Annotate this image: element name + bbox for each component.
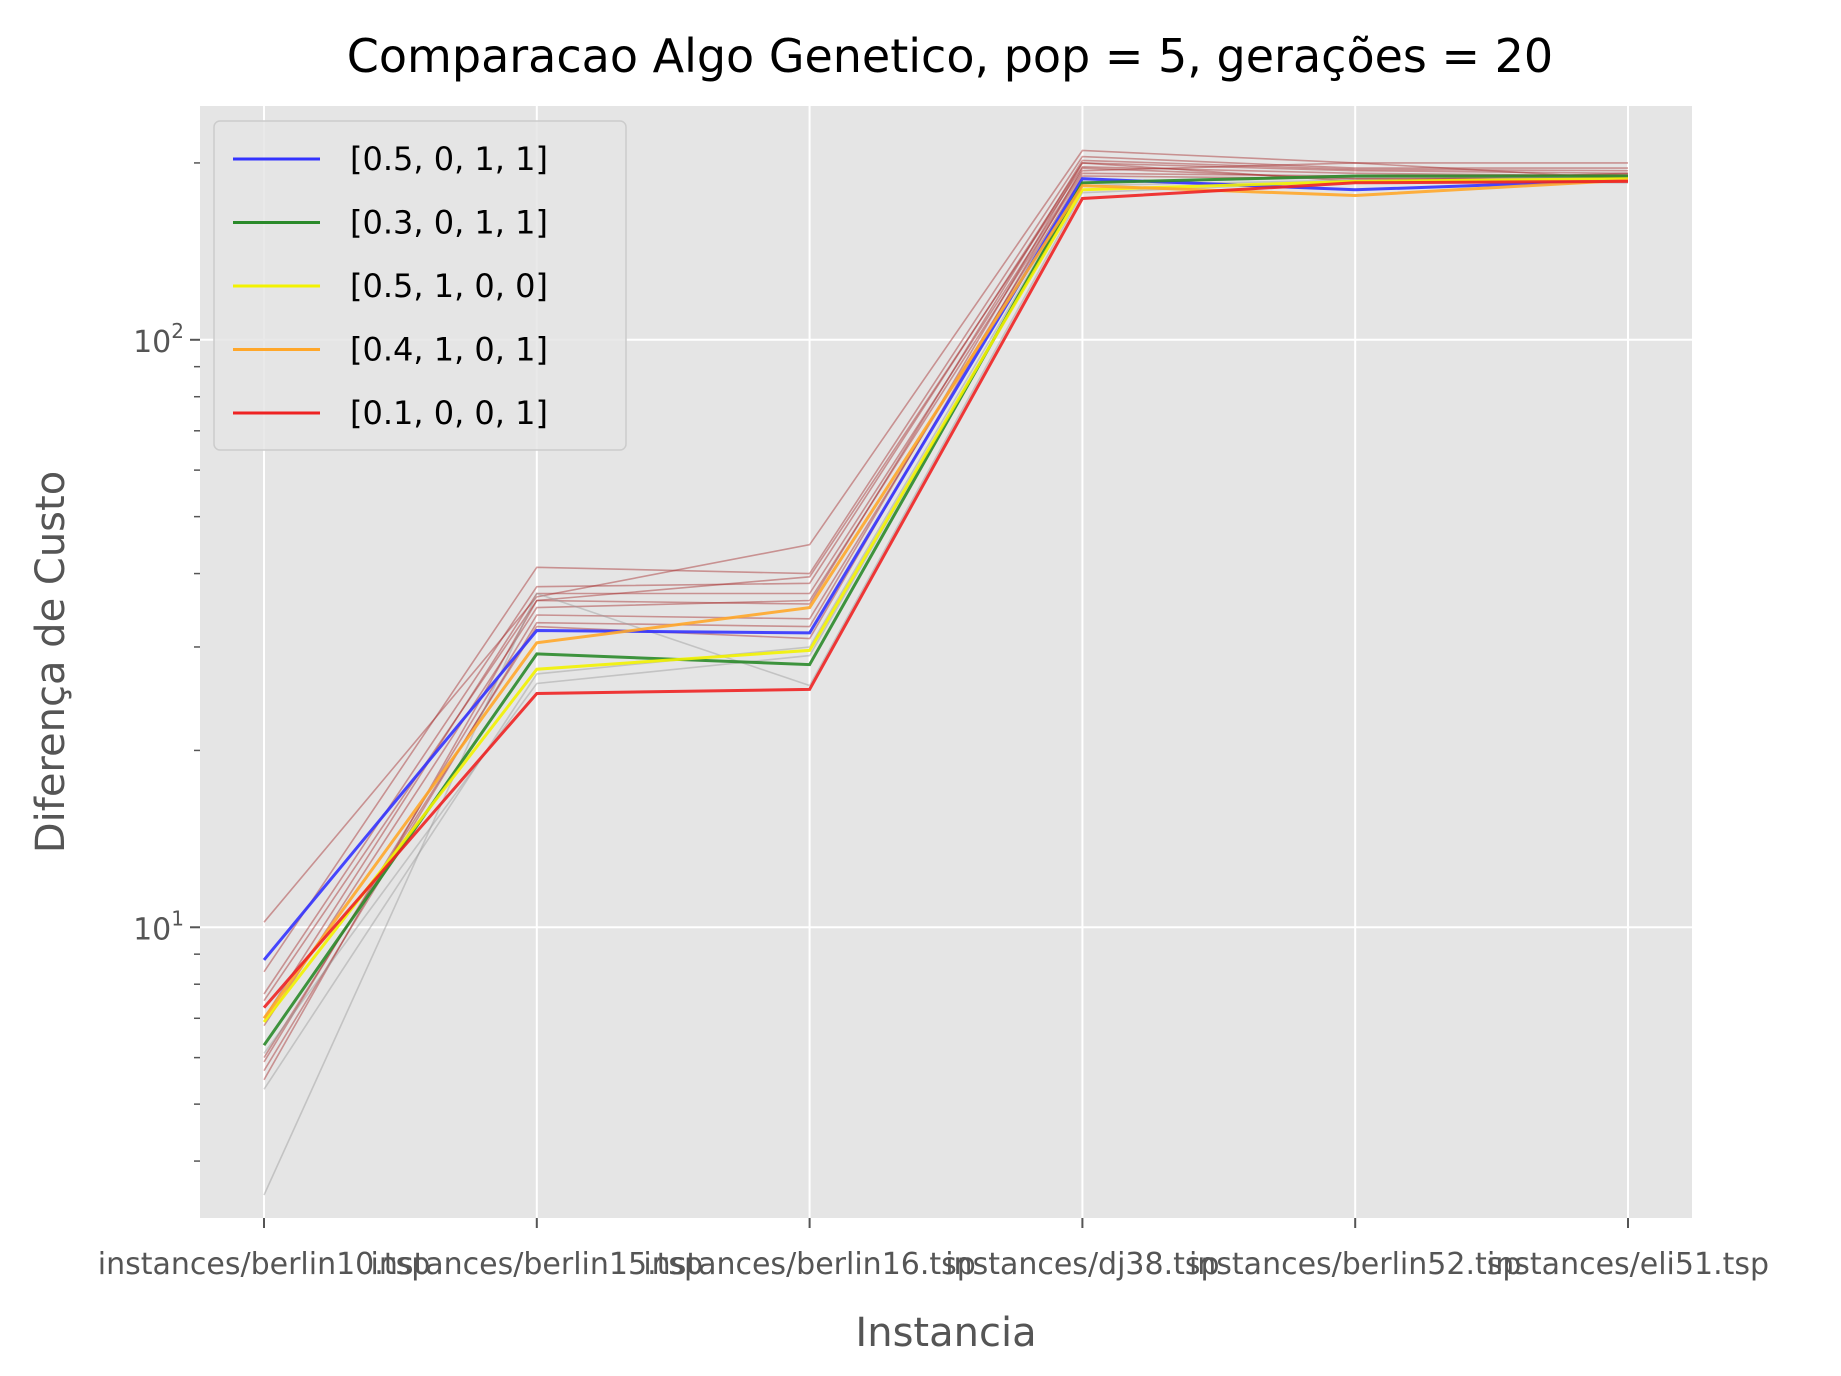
background-series-line bbox=[263, 149, 1628, 923]
series-line bbox=[262, 179, 1629, 1009]
series-line bbox=[262, 177, 1629, 961]
x-tick-label: instances/eli51.tsp bbox=[1487, 1247, 1769, 1282]
series-line bbox=[262, 178, 1629, 1020]
background-series-line bbox=[263, 162, 1629, 1019]
y-tick-label: 102 bbox=[133, 319, 184, 360]
legend-label: [0.4, 1, 0, 1] bbox=[350, 331, 548, 369]
background-series-line bbox=[263, 155, 1628, 973]
x-tick-label: instances/berlin10.tsp bbox=[98, 1247, 431, 1282]
background-series-line bbox=[263, 165, 1629, 1002]
x-tick-label: instances/berlin52.tsp bbox=[1189, 1247, 1522, 1282]
legend: [0.5, 0, 1, 1] [0.3, 0, 1, 1] [0.5, 1, 0, … bbox=[213, 120, 627, 451]
series-line bbox=[262, 177, 1629, 1023]
chart-title: Comparacao Algo Genetico, pop = 5, geraç… bbox=[347, 29, 1553, 83]
legend-label: [0.1, 0, 0, 1] bbox=[350, 394, 548, 432]
x-tick-label: instances/berlin16.tsp bbox=[643, 1247, 976, 1282]
main-series bbox=[262, 174, 1629, 1047]
background-series-line bbox=[263, 159, 1629, 1081]
axis-ticks: instances/berlin10.tspinstances/berlin15… bbox=[98, 162, 1769, 1282]
y-tick-label: 101 bbox=[133, 906, 184, 947]
series-line bbox=[262, 174, 1628, 1047]
background-series-line bbox=[263, 162, 1629, 995]
legend-label: [0.5, 0, 1, 1] bbox=[350, 140, 548, 178]
x-axis-label: Instancia bbox=[855, 1310, 1036, 1356]
x-tick-label: instances/dj38.tsp bbox=[945, 1247, 1219, 1282]
legend-box bbox=[213, 120, 627, 451]
legend-label: [0.3, 0, 1, 1] bbox=[350, 204, 548, 242]
x-tick-label: instances/berlin15.tsp bbox=[371, 1247, 704, 1282]
y-axis-label: Diferença de Custo bbox=[28, 471, 74, 853]
legend-label: [0.5, 1, 0, 0] bbox=[350, 267, 548, 305]
